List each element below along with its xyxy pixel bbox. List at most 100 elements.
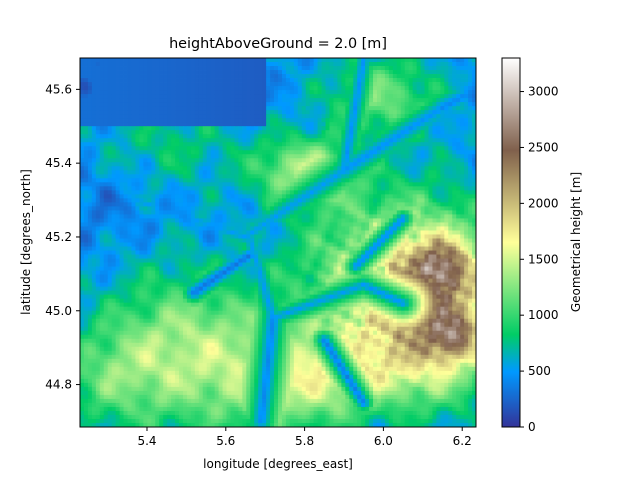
heatmap-cell xyxy=(452,130,457,135)
heatmap-cell xyxy=(388,130,394,135)
heatmap-cell xyxy=(198,122,204,127)
heatmap-cell xyxy=(416,230,421,235)
heatmap-cell xyxy=(281,154,287,159)
heatmap-cell xyxy=(345,134,350,139)
heatmap-cell xyxy=(444,214,449,219)
heatmap-cell xyxy=(206,130,212,135)
heatmap-cell xyxy=(416,170,421,175)
heatmap-cell xyxy=(313,170,318,175)
heatmap-cell xyxy=(436,210,441,215)
heatmap-cell xyxy=(190,186,196,191)
heatmap-cell xyxy=(103,182,109,187)
heatmap-cell xyxy=(345,158,350,163)
heatmap-cell xyxy=(167,162,172,167)
heatmap-cell xyxy=(285,250,291,255)
heatmap-cell xyxy=(163,122,168,127)
heatmap-cell xyxy=(424,158,429,163)
heatmap-cell xyxy=(460,134,465,139)
heatmap-cell xyxy=(234,222,239,227)
heatmap-cell xyxy=(301,170,307,175)
heatmap-cell xyxy=(147,134,152,139)
heatmap-cell xyxy=(424,118,429,123)
heatmap-cell xyxy=(190,238,196,243)
heatmap-cell xyxy=(99,234,105,239)
heatmap-cell xyxy=(369,174,374,179)
heatmap-cell xyxy=(353,134,358,139)
heatmap-cell xyxy=(432,102,437,107)
heatmap-cell xyxy=(321,150,326,155)
heatmap-cell xyxy=(377,98,382,103)
heatmap-cell xyxy=(392,146,398,151)
heatmap-cell xyxy=(432,202,437,207)
heatmap-cell xyxy=(234,186,239,191)
heatmap-cell xyxy=(147,66,152,71)
heatmap-cell xyxy=(361,182,366,187)
heatmap-cell xyxy=(388,58,394,63)
heatmap-cell xyxy=(420,122,425,127)
heatmap-cell xyxy=(297,62,303,67)
heatmap-cell xyxy=(428,146,433,151)
heatmap-cell xyxy=(99,70,105,75)
heatmap-cell xyxy=(246,210,251,215)
heatmap-cell xyxy=(175,250,180,255)
heatmap-cell xyxy=(420,162,425,167)
heatmap-cell xyxy=(472,86,476,91)
heatmap-cell xyxy=(238,70,243,75)
heatmap-cell xyxy=(214,178,219,183)
heatmap-cell xyxy=(194,238,200,243)
heatmap-cell xyxy=(460,198,465,203)
heatmap-cell xyxy=(190,74,196,79)
heatmap-cell xyxy=(380,58,386,63)
heatmap-cell xyxy=(123,230,128,235)
heatmap-cell xyxy=(91,134,97,139)
heatmap-cell xyxy=(333,174,338,179)
heatmap-cell xyxy=(274,70,279,75)
heatmap-cell xyxy=(202,206,208,211)
heatmap-cell xyxy=(194,78,200,83)
heatmap-cell xyxy=(107,146,113,151)
heatmap-cell xyxy=(384,202,390,207)
heatmap-cell xyxy=(171,174,176,179)
heatmap-cell xyxy=(159,106,164,111)
heatmap-cell xyxy=(289,218,295,223)
heatmap-cell xyxy=(151,198,156,203)
heatmap-cell xyxy=(214,202,219,207)
heatmap-cell xyxy=(329,94,334,99)
heatmap-cell xyxy=(416,186,421,191)
heatmap-cell xyxy=(365,178,370,183)
heatmap-cell xyxy=(99,170,105,175)
heatmap-cell xyxy=(171,222,176,227)
heatmap-cell xyxy=(353,110,358,115)
heatmap-cell xyxy=(80,222,85,227)
heatmap-cell xyxy=(186,70,192,75)
heatmap-cell xyxy=(396,118,402,123)
heatmap-cell xyxy=(456,94,461,99)
heatmap-cell xyxy=(175,222,180,227)
heatmap-cell xyxy=(357,202,362,207)
heatmap-cell xyxy=(167,226,172,231)
heatmap-cell xyxy=(285,234,291,239)
heatmap-cell xyxy=(452,210,457,215)
heatmap-cell xyxy=(230,222,235,227)
heatmap-cell xyxy=(329,114,334,119)
heatmap-cell xyxy=(151,154,156,159)
heatmap-cell xyxy=(155,154,160,159)
heatmap-cell xyxy=(159,58,164,63)
heatmap-cell xyxy=(345,174,350,179)
heatmap-cell xyxy=(408,86,414,91)
heatmap-cell xyxy=(440,114,445,119)
heatmap-cell xyxy=(420,182,425,187)
heatmap-cell xyxy=(293,134,299,139)
heatmap-cell xyxy=(214,162,219,167)
heatmap-cell xyxy=(357,82,362,87)
heatmap-cell xyxy=(186,242,192,247)
heatmap-cell xyxy=(321,62,326,67)
heatmap-cell xyxy=(234,182,239,187)
heatmap-cell xyxy=(337,58,342,63)
heatmap-cell xyxy=(123,78,128,83)
heatmap-cell xyxy=(250,110,255,115)
heatmap-cell xyxy=(377,90,382,95)
heatmap-cell xyxy=(87,110,93,115)
heatmap-cell xyxy=(400,186,406,191)
heatmap-cell xyxy=(424,134,429,139)
